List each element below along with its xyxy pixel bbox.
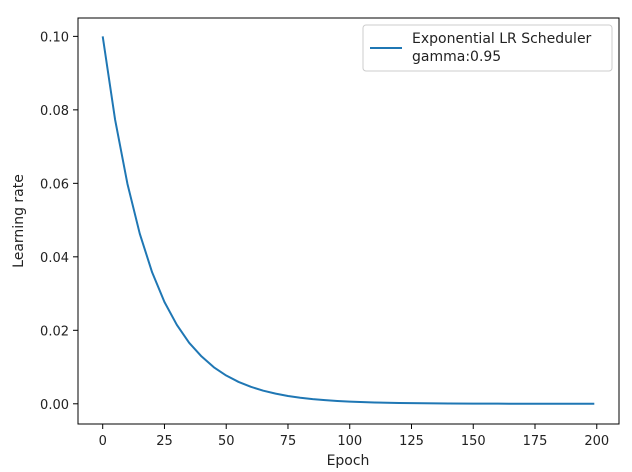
y-tick-label: 0.10 — [40, 30, 69, 45]
plot-area — [78, 18, 619, 424]
legend-label-line-2: gamma:0.95 — [412, 49, 501, 65]
legend: Exponential LR Scheduler gamma:0.95 — [362, 24, 613, 72]
series-layer — [101, 36, 595, 405]
x-axis-label: Epoch — [327, 453, 370, 469]
x-tick-label: 25 — [156, 434, 173, 449]
legend-box — [362, 24, 613, 72]
y-tick-label: 0.00 — [40, 398, 69, 413]
x-tick-label: 50 — [218, 434, 235, 449]
x-tick-label: 175 — [523, 434, 548, 449]
x-tick-label: 100 — [337, 434, 362, 449]
y-axis-label: Learning rate — [11, 174, 27, 268]
y-tick-label: 0.04 — [40, 251, 69, 266]
x-tick-label: 0 — [99, 434, 107, 449]
x-axis-ticks: 0 25 50 75 100 125 150 175 200 — [99, 424, 609, 449]
x-tick-label: 150 — [461, 434, 486, 449]
y-tick-label: 0.02 — [40, 324, 69, 339]
x-tick-label: 200 — [584, 434, 609, 449]
x-tick-label: 125 — [399, 434, 424, 449]
plot-frame — [77, 17, 620, 425]
series-line — [101, 36, 595, 405]
x-tick-label: 75 — [280, 434, 297, 449]
y-axis-ticks: 0.00 0.02 0.04 0.06 0.08 0.10 — [40, 30, 78, 413]
y-tick-label: 0.08 — [40, 104, 69, 119]
legend-label-line-1: Exponential LR Scheduler — [412, 31, 592, 47]
y-tick-label: 0.06 — [40, 177, 69, 192]
